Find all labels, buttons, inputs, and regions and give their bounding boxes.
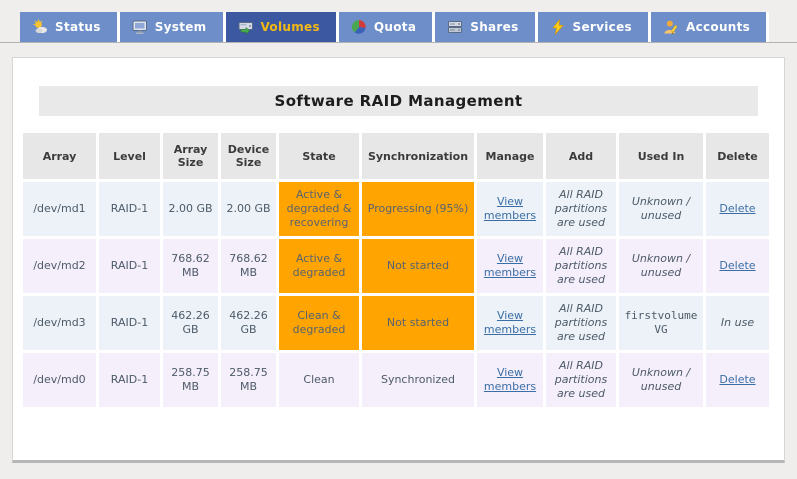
array-cell: /dev/md2: [23, 239, 96, 293]
add-cell: All RAID partitions are used: [546, 239, 616, 293]
delete-link[interactable]: Delete: [719, 372, 756, 386]
lightning-icon: [550, 18, 566, 36]
level-cell: RAID-1: [99, 353, 160, 407]
synchronization-cell: Synchronized: [362, 353, 474, 407]
device-size-cell: 462.26 GB: [221, 296, 276, 350]
in-use-label: In use: [720, 315, 755, 329]
page-title: Software RAID Management: [39, 86, 758, 116]
delete-cell: Delete: [706, 239, 769, 293]
server-stack-icon: [447, 19, 463, 35]
array-cell: /dev/md0: [23, 353, 96, 407]
table-row: /dev/md0 RAID-1 258.75 MB 258.75 MB Clea…: [23, 353, 769, 407]
content-panel: Software RAID Management Array Level Arr…: [12, 57, 785, 463]
add-cell: All RAID partitions are used: [546, 296, 616, 350]
device-size-cell: 2.00 GB: [221, 182, 276, 236]
device-size-cell: 768.62 MB: [221, 239, 276, 293]
tab-label: Status: [55, 20, 101, 34]
user-icon: [663, 19, 679, 35]
used-in-cell: Unknown / unused: [619, 182, 703, 236]
device-size-cell: 258.75 MB: [221, 353, 276, 407]
table-row: /dev/md3 RAID-1 462.26 GB 462.26 GB Clea…: [23, 296, 769, 350]
tab-label: Services: [572, 20, 632, 34]
tab-quota[interactable]: Quota: [338, 12, 436, 42]
delete-cell: Delete: [706, 353, 769, 407]
array-size-cell: 768.62 MB: [163, 239, 218, 293]
state-cell: Active & degraded & recovering: [279, 182, 359, 236]
state-cell: Active & degraded: [279, 239, 359, 293]
synchronization-cell: Progressing (95%): [362, 182, 474, 236]
tab-label: Shares: [470, 20, 519, 34]
col-header-state: State: [279, 133, 359, 179]
array-size-cell: 258.75 MB: [163, 353, 218, 407]
array-cell: /dev/md1: [23, 182, 96, 236]
tab-label: Quota: [373, 20, 417, 34]
manage-cell: View members: [477, 239, 543, 293]
col-header-delete: Delete: [706, 133, 769, 179]
synchronization-cell: Not started: [362, 296, 474, 350]
manage-cell: View members: [477, 182, 543, 236]
raid-table: Array Level Array Size Device Size State…: [20, 130, 772, 410]
array-size-cell: 462.26 GB: [163, 296, 218, 350]
used-in-cell: firstvolume VG: [619, 296, 703, 350]
delete-link[interactable]: Delete: [719, 201, 756, 215]
weather-status-icon: [32, 19, 48, 35]
level-cell: RAID-1: [99, 239, 160, 293]
view-members-link[interactable]: View members: [483, 308, 537, 336]
used-in-cell: Unknown / unused: [619, 239, 703, 293]
delete-cell: Delete: [706, 182, 769, 236]
col-header-synchronization: Synchronization: [362, 133, 474, 179]
level-cell: RAID-1: [99, 182, 160, 236]
col-header-device-size: Device Size: [221, 133, 276, 179]
delete-cell: In use: [706, 296, 769, 350]
array-cell: /dev/md3: [23, 296, 96, 350]
used-in-cell: Unknown / unused: [619, 353, 703, 407]
add-cell: All RAID partitions are used: [546, 182, 616, 236]
view-members-link[interactable]: View members: [483, 251, 537, 279]
pie-chart-icon: [351, 19, 367, 35]
tab-accounts[interactable]: Accounts: [650, 12, 770, 42]
tab-bar: Status System Volumes Quota Shares Services Ac…: [0, 0, 797, 43]
tab-label: System: [154, 20, 207, 34]
view-members-link[interactable]: View members: [483, 365, 537, 393]
manage-cell: View members: [477, 353, 543, 407]
tab-system[interactable]: System: [119, 12, 226, 42]
tab-label: Volumes: [260, 20, 320, 34]
table-header-row: Array Level Array Size Device Size State…: [23, 133, 769, 179]
level-cell: RAID-1: [99, 296, 160, 350]
array-size-cell: 2.00 GB: [163, 182, 218, 236]
tab-label: Accounts: [685, 20, 751, 34]
manage-cell: View members: [477, 296, 543, 350]
tab-status[interactable]: Status: [20, 12, 120, 42]
disk-drive-icon: [238, 19, 254, 35]
table-row: /dev/md2 RAID-1 768.62 MB 768.62 MB Acti…: [23, 239, 769, 293]
view-members-link[interactable]: View members: [483, 194, 537, 222]
table-row: /dev/md1 RAID-1 2.00 GB 2.00 GB Active &…: [23, 182, 769, 236]
state-cell: Clean: [279, 353, 359, 407]
synchronization-cell: Not started: [362, 239, 474, 293]
col-header-array-size: Array Size: [163, 133, 218, 179]
col-header-manage: Manage: [477, 133, 543, 179]
monitor-icon: [132, 19, 148, 35]
tab-services[interactable]: Services: [537, 12, 651, 42]
state-cell: Clean & degraded: [279, 296, 359, 350]
col-header-used-in: Used In: [619, 133, 703, 179]
delete-link[interactable]: Delete: [719, 258, 756, 272]
col-header-add: Add: [546, 133, 616, 179]
col-header-array: Array: [23, 133, 96, 179]
tab-shares[interactable]: Shares: [435, 12, 538, 42]
tab-volumes[interactable]: Volumes: [225, 12, 339, 42]
add-cell: All RAID partitions are used: [546, 353, 616, 407]
col-header-level: Level: [99, 133, 160, 179]
